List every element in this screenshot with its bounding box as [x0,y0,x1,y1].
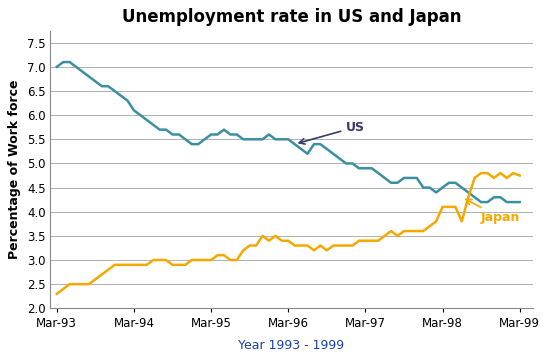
Y-axis label: Percentage of Work force: Percentage of Work force [8,80,21,259]
X-axis label: Year 1993 - 1999: Year 1993 - 1999 [238,339,344,352]
Text: US: US [299,121,365,144]
Text: Japan: Japan [466,199,520,224]
Title: Unemployment rate in US and Japan: Unemployment rate in US and Japan [122,8,461,26]
